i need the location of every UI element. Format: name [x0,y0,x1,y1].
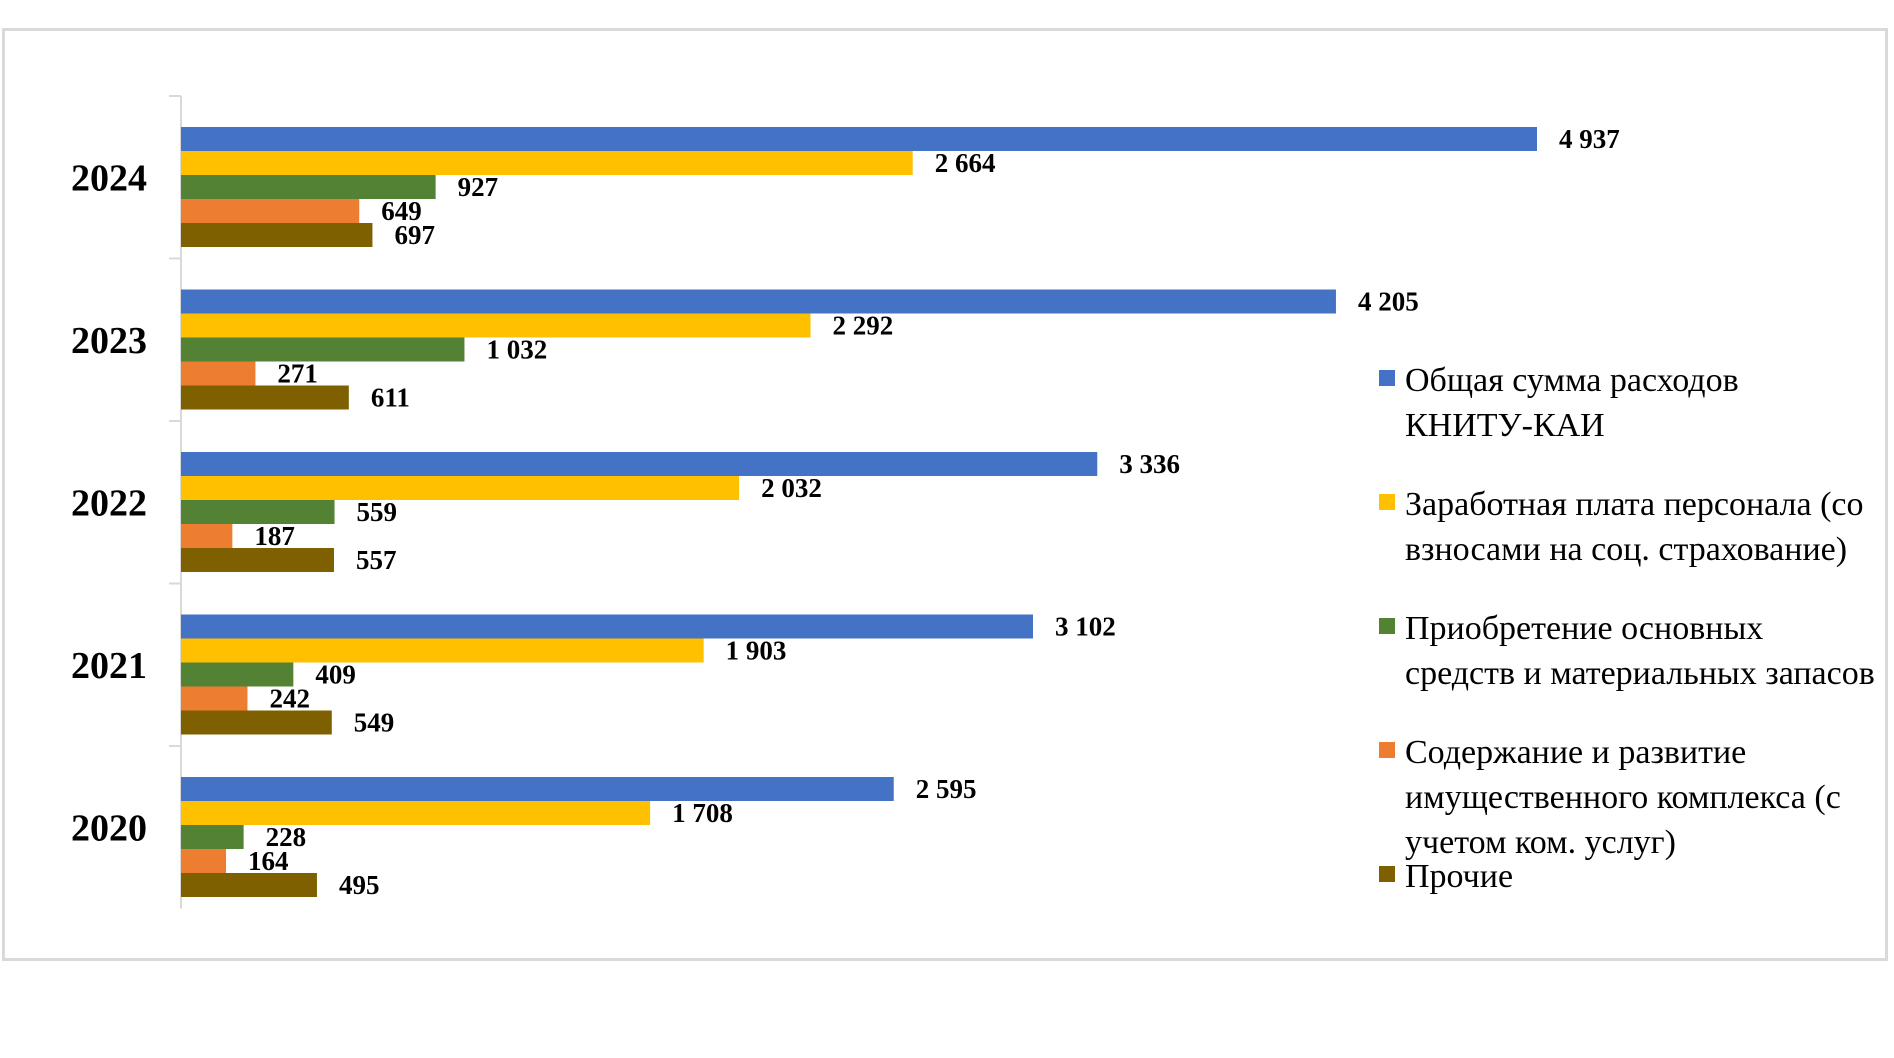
data-label-2022-series-4: 187 [254,521,295,551]
bar-2023-series-5 [181,385,349,410]
bar-2022-series-1 [181,452,1098,476]
data-label-2023-series-2: 2 292 [833,311,894,341]
bar-2024-series-1 [181,127,1537,151]
bar-2024-series-2 [181,151,913,175]
chart-frame: 2024 4 937 2 664 927 649 697 2023 4 205 2 292 1 0… [2,28,1888,961]
data-label-2021-series-3: 409 [315,660,356,690]
bar-2020-series-2 [181,801,651,825]
legend-swatch [1379,618,1395,634]
bar-2021-series-1 [181,614,1033,639]
bar-2023-series-3 [181,337,465,362]
data-label-2023-series-4: 271 [277,359,318,389]
data-label-2021-series-1: 3 102 [1055,612,1116,642]
data-label-2024-series-4: 649 [381,196,422,226]
category-label-2021: 2021 [71,645,147,687]
bar-2024-series-4 [181,199,360,223]
legend-label: Заработная плата персонала (со взносами … [1405,486,1864,568]
bar-2021-series-3 [181,662,294,687]
bar-2024-series-5 [181,223,373,247]
data-label-2022-series-5: 557 [356,545,397,575]
bar-2023-series-2 [181,313,811,338]
data-label-2020-series-5: 495 [339,870,380,900]
legend-swatch [1379,494,1395,510]
data-label-2024-series-3: 927 [458,172,499,202]
category-label-2022: 2022 [71,482,147,524]
category-label-2020: 2020 [71,807,147,849]
data-label-2023-series-1: 4 205 [1358,287,1419,317]
legend-swatch [1379,866,1395,882]
data-label-2021-series-4: 242 [269,684,310,714]
bar-2022-series-4 [181,524,233,548]
data-label-2024-series-2: 2 664 [935,148,996,178]
bar-2020-series-3 [181,825,244,849]
bar-2021-series-5 [181,710,332,735]
bar-2022-series-3 [181,500,335,524]
legend-swatch [1379,370,1395,386]
bar-2020-series-1 [181,777,894,801]
data-label-2022-series-2: 2 032 [761,473,822,503]
data-label-2020-series-4: 164 [248,846,289,876]
category-label-2024: 2024 [71,157,147,199]
legend-label: Содержание и развитие имущественного ком… [1405,734,1841,861]
data-label-2022-series-1: 3 336 [1119,449,1180,479]
bar-2021-series-2 [181,638,704,663]
legend-label: Приобретение основных средств и материал… [1405,610,1875,692]
bar-2020-series-4 [181,849,227,873]
data-label-2023-series-5: 611 [371,383,410,413]
data-label-2021-series-2: 1 903 [726,636,787,666]
bar-2022-series-2 [181,476,740,500]
legend-label: Общая сумма расходов КНИТУ-КАИ [1405,362,1739,444]
bar-2023-series-1 [181,289,1336,314]
data-label-2020-series-2: 1 708 [672,798,733,828]
data-label-2021-series-5: 549 [354,708,395,738]
bar-2022-series-5 [181,548,334,572]
data-label-2020-series-3: 228 [266,822,307,852]
data-label-2020-series-1: 2 595 [916,774,977,804]
data-label-2024-series-1: 4 937 [1559,124,1620,154]
legend-label: Прочие [1405,858,1514,895]
data-label-2023-series-3: 1 032 [486,335,547,365]
bar-2023-series-4 [181,361,256,386]
category-label-2023: 2023 [71,320,147,362]
data-label-2022-series-3: 559 [357,497,398,527]
bar-2024-series-3 [181,175,436,199]
bar-2021-series-4 [181,686,248,711]
bar-2020-series-5 [181,873,317,897]
data-label-2024-series-5: 697 [394,220,435,250]
legend-swatch [1379,742,1395,758]
